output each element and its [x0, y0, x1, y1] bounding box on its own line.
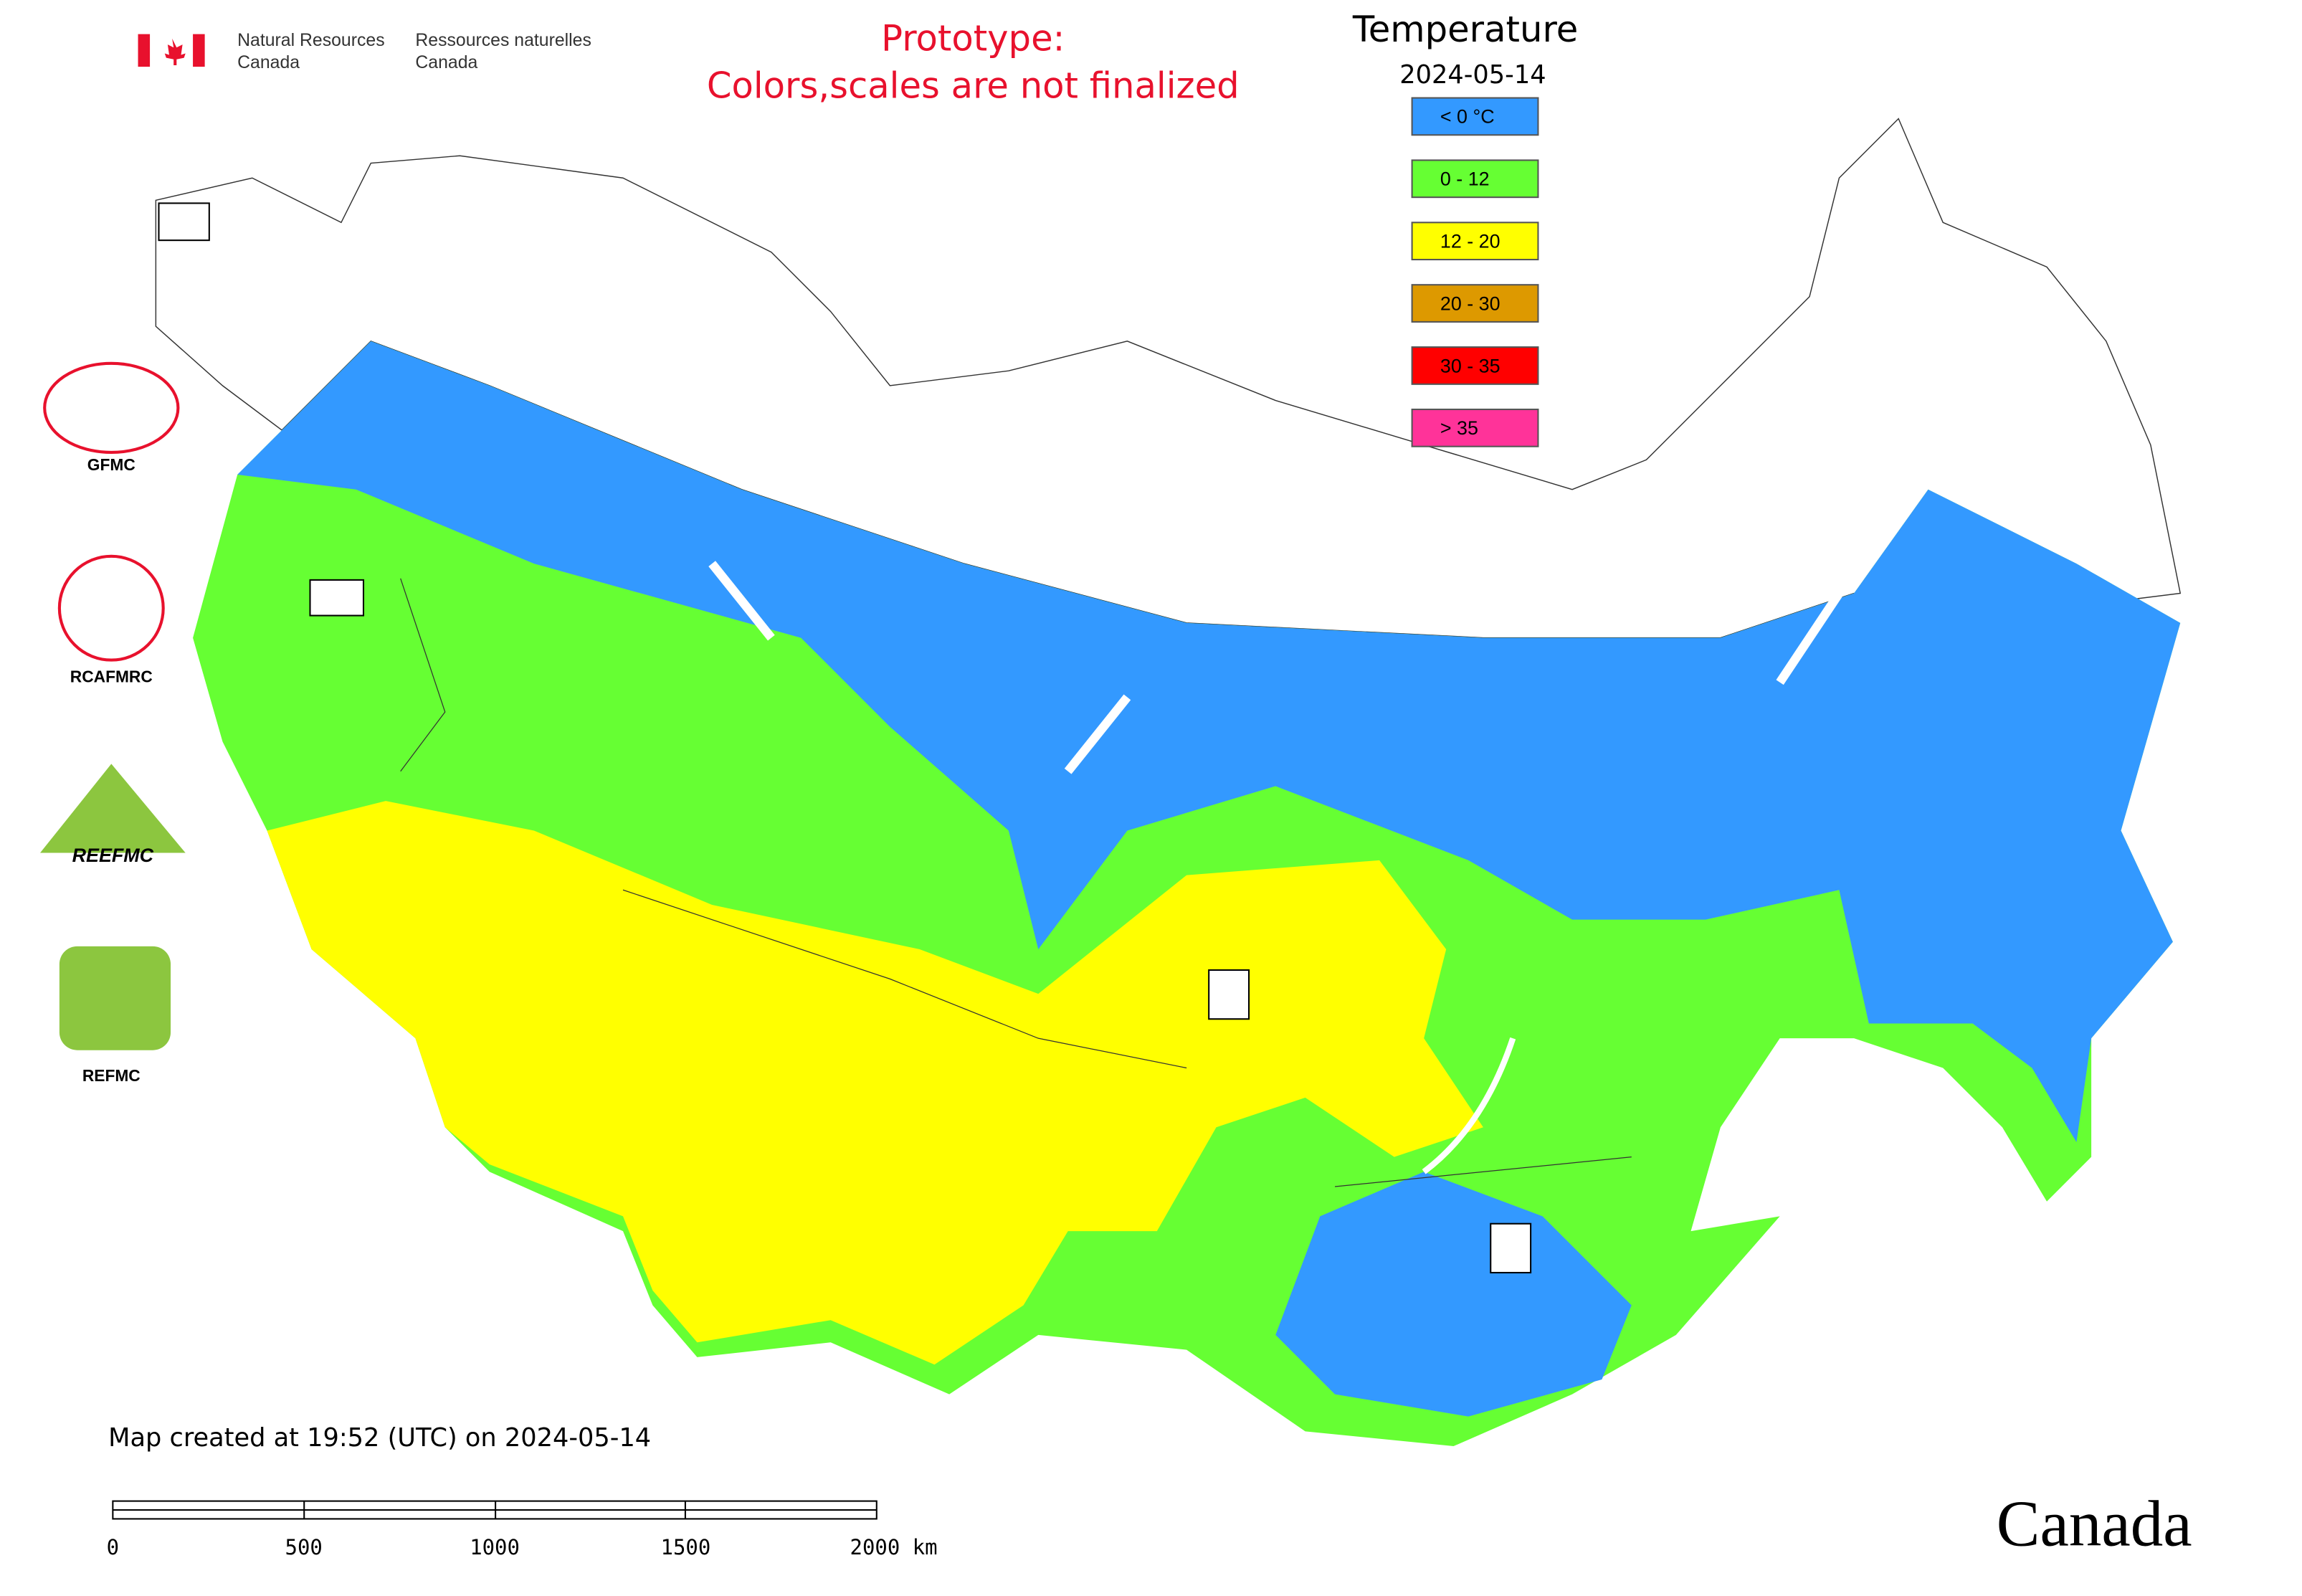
legend-swatch	[1411, 408, 1539, 447]
legend-title: Temperature	[1352, 9, 1578, 50]
logo-refmc	[59, 946, 171, 1050]
legend-swatch	[1411, 159, 1539, 199]
dept-name: Ressources naturelles	[415, 31, 591, 50]
canada-wordmark: Canada	[1997, 1488, 2192, 1560]
logo-label: REEFMC	[72, 845, 154, 866]
station-marker	[158, 202, 210, 242]
legend-label: > 35	[1440, 417, 1478, 439]
logo-label: RCAFMRC	[70, 668, 153, 686]
dept-name: Natural Resources	[237, 31, 384, 50]
notice: Prototype:	[881, 17, 1065, 59]
water-feature	[708, 561, 1843, 774]
map	[155, 118, 2182, 1447]
maple-leaf	[164, 38, 186, 66]
station-marker	[309, 579, 365, 617]
scale-labels: 0 500 1000 1500 2000 km	[107, 1535, 938, 1559]
logos: GFMC RCAFMRC REEFMC REFMC	[39, 361, 186, 1085]
notice: Colors,scales are not finalized	[707, 65, 1240, 107]
legend-swatch	[1411, 346, 1539, 385]
legend: Temperature 2024-05-14 < 0 °C 0 - 12 12 - …	[1352, 9, 1578, 447]
scale-label: 1500	[661, 1535, 711, 1559]
zone-below-0	[1275, 1172, 1632, 1417]
flag-bar	[193, 34, 205, 67]
lake-baikal	[1422, 1037, 1516, 1174]
border-line	[400, 578, 1632, 1187]
logo-reefmc	[39, 764, 186, 853]
zone-below-0	[237, 341, 2181, 1142]
logo-label: REFMC	[82, 1066, 141, 1085]
legend-label: 12 - 20	[1440, 230, 1500, 252]
scale-label: 0	[107, 1535, 119, 1559]
legend-swatch	[1411, 284, 1539, 323]
logo-label: GFMC	[87, 455, 135, 474]
scale-label: 1000	[470, 1535, 520, 1559]
legend-date: 2024-05-14	[1399, 60, 1546, 90]
nrcan-signature: Natural Resources Canada Ressources natu…	[138, 31, 591, 72]
flag-bar	[138, 34, 151, 67]
station-marker	[1490, 1222, 1532, 1274]
logo-gfmc	[43, 361, 180, 455]
legend-swatch	[1411, 97, 1539, 136]
dept-name: Canada	[237, 53, 300, 72]
legend-label: 20 - 30	[1440, 293, 1500, 314]
zone-12-20	[267, 801, 1483, 1365]
legend-swatch	[1411, 222, 1539, 261]
legend-label: 0 - 12	[1440, 168, 1490, 190]
dept-name: Canada	[415, 53, 477, 72]
logo-rcafmrc	[57, 554, 165, 662]
scale-label: 2000 km	[850, 1535, 938, 1559]
created-note: Map created at 19:52 (UTC) on 2024-05-14	[108, 1423, 651, 1453]
scale-bar	[112, 1500, 877, 1520]
legend-label: 30 - 35	[1440, 355, 1500, 376]
scale-label: 500	[285, 1535, 323, 1559]
station-marker	[1208, 969, 1250, 1020]
legend-label: < 0 °C	[1440, 106, 1495, 128]
